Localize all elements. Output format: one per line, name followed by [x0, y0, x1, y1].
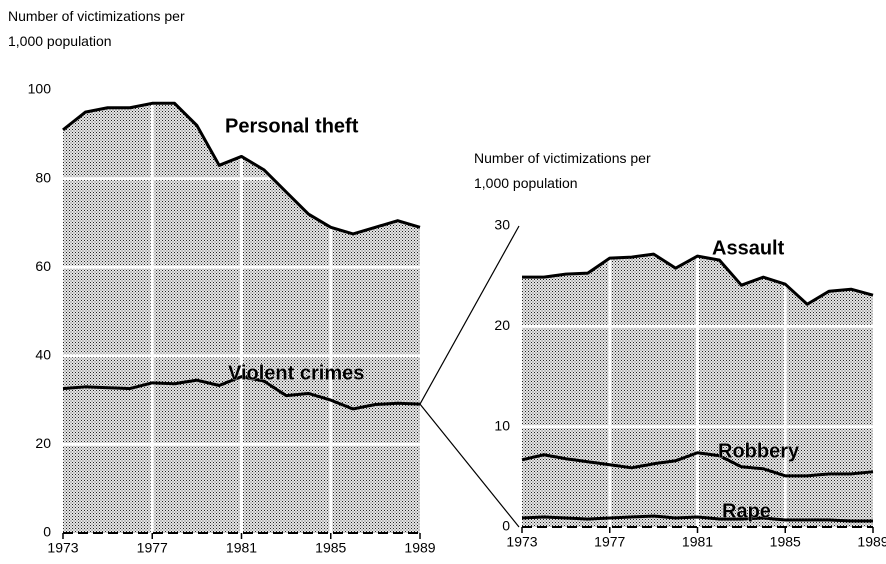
y-tick-label: 40 [35, 347, 51, 363]
y-tick-label: 60 [35, 258, 51, 274]
series-label: Personal theft [225, 115, 359, 137]
series-label: Robbery [718, 440, 800, 462]
x-tick-label: 1977 [594, 534, 625, 550]
x-tick-label: 1981 [682, 534, 713, 550]
y-tick-label: 20 [494, 317, 510, 333]
y-tick-label: 80 [35, 169, 51, 185]
series-line [522, 252, 874, 306]
series-label: Rape [722, 500, 771, 522]
x-tick-label: 1985 [315, 540, 346, 556]
connector [419, 403, 520, 528]
y-tick-label: 30 [494, 217, 510, 233]
series-line [62, 101, 421, 236]
series-label: Assault [712, 237, 785, 259]
series-line [521, 514, 873, 523]
x-tick-label: 1985 [770, 534, 801, 550]
y-tick-label: 20 [35, 435, 51, 451]
x-tick-label: 1977 [137, 540, 168, 556]
y-tick-label: 10 [494, 417, 510, 433]
y-tick-label: 0 [502, 518, 510, 534]
y-tick-label: 0 [43, 524, 51, 540]
y-axis-label: Number of victimizations per 1,000 popul… [8, 8, 185, 49]
series-line [62, 375, 421, 411]
x-tick-label: 1973 [506, 534, 537, 550]
x-tick-label: 1973 [47, 540, 78, 556]
connector [419, 225, 520, 405]
series-label: Violent crimes [228, 362, 364, 384]
x-tick-label: 1989 [857, 534, 886, 550]
y-tick-label: 100 [28, 81, 52, 97]
x-tick-label: 1989 [404, 540, 435, 556]
x-tick-label: 1981 [226, 540, 257, 556]
series-line [521, 451, 874, 478]
y-axis-label: Number of victimizations per 1,000 popul… [474, 150, 651, 191]
